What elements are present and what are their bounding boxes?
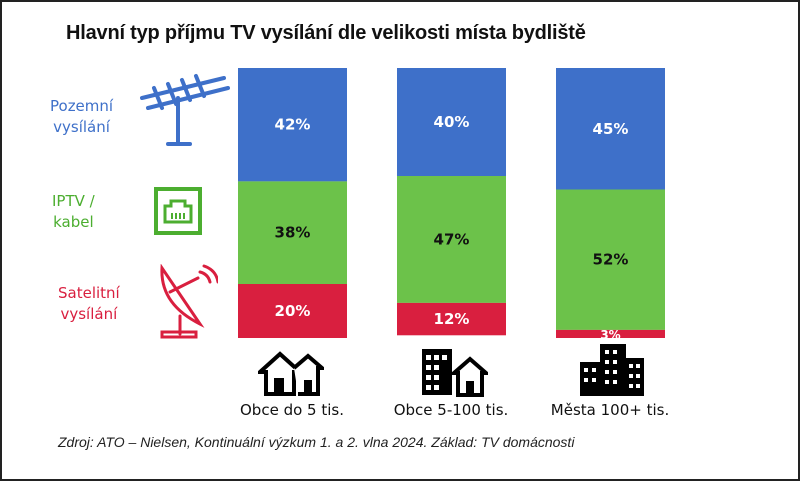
data-label: 38% xyxy=(275,224,311,242)
legend-label: vysílání xyxy=(53,118,110,136)
data-label: 47% xyxy=(434,230,470,248)
legend-label: vysílání xyxy=(60,305,118,323)
legend-label: kabel xyxy=(53,213,94,231)
bar-segment xyxy=(556,189,665,330)
antenna-icon xyxy=(140,74,230,146)
data-label: 40% xyxy=(434,113,470,131)
bar-segment xyxy=(556,68,665,190)
village-houses-icon xyxy=(258,351,324,396)
chart-title: Hlavní typ příjmu TV vysílání dle veliko… xyxy=(66,22,586,44)
data-label: 52% xyxy=(593,251,629,269)
data-label: 12% xyxy=(434,310,470,328)
bar-segment xyxy=(238,181,347,284)
data-label: 3% xyxy=(600,328,620,342)
bar-segment xyxy=(238,68,347,182)
bar-segment xyxy=(397,176,506,303)
data-label: 20% xyxy=(275,302,311,320)
category-label: Obce do 5 tis. xyxy=(240,401,344,419)
legend-iptv: IPTV / kabel xyxy=(52,191,95,233)
bar-segment xyxy=(397,68,506,176)
bar-segment xyxy=(238,284,347,338)
category-label: Obce 5-100 tis. xyxy=(393,401,509,419)
legend-terrestrial: Pozemní vysílání xyxy=(50,96,113,138)
source-note: Zdroj: ATO – Nielsen, Kontinuální výzkum… xyxy=(58,434,575,450)
town-buildings-icon xyxy=(422,349,488,397)
legend-satellite: Satelitní vysílání xyxy=(58,283,120,325)
satellite-dish-icon xyxy=(160,264,218,339)
data-label: 42% xyxy=(275,116,311,134)
legend-label: IPTV / xyxy=(52,192,95,210)
category-label: Města 100+ tis. xyxy=(550,401,670,419)
bar-segment xyxy=(556,329,665,338)
legend-label: Satelitní xyxy=(58,284,120,302)
ethernet-port-icon xyxy=(154,187,202,235)
bar-segment xyxy=(397,302,506,336)
data-label: 45% xyxy=(593,120,629,138)
legend-label: Pozemní xyxy=(50,97,114,115)
city-skyscrapers-icon xyxy=(580,344,644,396)
